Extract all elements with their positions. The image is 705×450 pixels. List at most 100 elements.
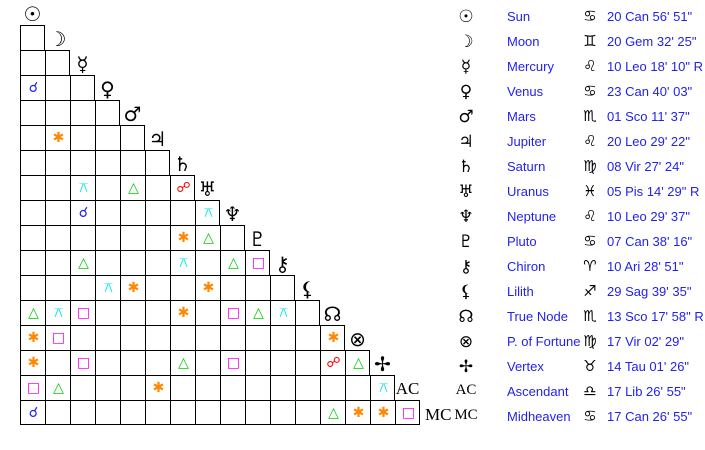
aspect-cell[interactable] [145, 200, 170, 225]
aspect-cell[interactable] [95, 100, 120, 125]
aspect-cell[interactable] [20, 100, 45, 125]
aspect-cell[interactable]: ☌ [70, 200, 95, 225]
aspect-cell[interactable] [45, 275, 70, 300]
aspect-cell[interactable]: △ [320, 400, 345, 425]
aspect-cell[interactable] [170, 275, 195, 300]
aspect-cell[interactable]: ✱ [145, 375, 170, 400]
aspect-cell[interactable] [95, 225, 120, 250]
aspect-cell[interactable] [95, 350, 120, 375]
aspect-cell[interactable] [145, 150, 170, 175]
aspect-cell[interactable] [20, 225, 45, 250]
aspect-cell[interactable] [345, 375, 370, 400]
aspect-cell[interactable] [70, 75, 95, 100]
aspect-cell[interactable] [70, 125, 95, 150]
aspect-cell[interactable]: △ [45, 375, 70, 400]
legend-row-mercury[interactable]: ☿ Mercury ♌ 10 Leo 18' 10" R [450, 55, 705, 80]
aspect-cell[interactable] [195, 350, 220, 375]
legend-row-pluto[interactable]: ♇ Pluto ♋ 07 Can 38' 16" [450, 230, 705, 255]
aspect-cell[interactable] [45, 350, 70, 375]
aspect-cell[interactable] [120, 250, 145, 275]
aspect-cell[interactable]: ⚻ [370, 375, 395, 400]
aspect-cell[interactable] [120, 375, 145, 400]
aspect-cell[interactable]: □ [70, 350, 95, 375]
aspect-cell[interactable] [20, 200, 45, 225]
aspect-cell[interactable] [95, 300, 120, 325]
aspect-cell[interactable]: ✱ [20, 350, 45, 375]
aspect-cell[interactable] [245, 375, 270, 400]
aspect-cell[interactable] [145, 350, 170, 375]
legend-row-chiron[interactable]: ⚷ Chiron ♈ 10 Ari 28' 51" [450, 255, 705, 280]
aspect-cell[interactable] [295, 325, 320, 350]
aspect-cell[interactable]: △ [70, 250, 95, 275]
aspect-cell[interactable] [45, 250, 70, 275]
aspect-cell[interactable] [120, 325, 145, 350]
aspect-cell[interactable]: □ [70, 300, 95, 325]
legend-row-lilith[interactable]: ⚸ Lilith ♐ 29 Sag 39' 35" [450, 280, 705, 305]
aspect-cell[interactable]: □ [395, 400, 420, 425]
aspect-cell[interactable]: ✱ [20, 325, 45, 350]
aspect-cell[interactable]: △ [345, 350, 370, 375]
aspect-cell[interactable] [320, 375, 345, 400]
aspect-cell[interactable] [170, 325, 195, 350]
aspect-cell[interactable]: ✱ [345, 400, 370, 425]
aspect-cell[interactable] [270, 400, 295, 425]
aspect-cell[interactable] [95, 150, 120, 175]
aspect-cell[interactable]: ☍ [320, 350, 345, 375]
aspect-cell[interactable] [295, 300, 320, 325]
aspect-cell[interactable] [145, 275, 170, 300]
legend-row-venus[interactable]: ♀ Venus ♋ 23 Can 40' 03" [450, 80, 705, 105]
aspect-cell[interactable] [45, 200, 70, 225]
aspect-cell[interactable]: □ [220, 300, 245, 325]
legend-row-sun[interactable]: ☉ Sun ♋ 20 Can 56' 51" [450, 5, 705, 30]
aspect-cell[interactable]: △ [245, 300, 270, 325]
aspect-cell[interactable] [195, 300, 220, 325]
aspect-cell[interactable] [20, 125, 45, 150]
aspect-cell[interactable] [95, 375, 120, 400]
legend-row-mars[interactable]: ♂ Mars ♏ 01 Sco 11' 37" [450, 105, 705, 130]
aspect-cell[interactable]: △ [220, 250, 245, 275]
aspect-cell[interactable] [220, 275, 245, 300]
aspect-cell[interactable] [120, 300, 145, 325]
aspect-cell[interactable] [95, 400, 120, 425]
aspect-cell[interactable] [70, 375, 95, 400]
aspect-cell[interactable] [20, 150, 45, 175]
aspect-cell[interactable] [120, 150, 145, 175]
aspect-cell[interactable] [70, 150, 95, 175]
legend-row-saturn[interactable]: ♄ Saturn ♍ 08 Vir 27' 24" [450, 155, 705, 180]
aspect-cell[interactable]: ✱ [45, 125, 70, 150]
aspect-cell[interactable] [120, 125, 145, 150]
legend-row-p-of-fortune[interactable]: ⊗ P. of Fortune ♍ 17 Vir 02' 29" [450, 330, 705, 355]
aspect-cell[interactable] [195, 250, 220, 275]
aspect-cell[interactable]: ⚻ [70, 175, 95, 200]
aspect-cell[interactable] [20, 275, 45, 300]
aspect-cell[interactable] [45, 400, 70, 425]
aspect-cell[interactable] [295, 400, 320, 425]
aspect-cell[interactable] [120, 350, 145, 375]
aspect-cell[interactable] [45, 150, 70, 175]
aspect-cell[interactable] [145, 300, 170, 325]
aspect-cell[interactable]: ☍ [170, 175, 195, 200]
aspect-cell[interactable] [70, 100, 95, 125]
aspect-cell[interactable]: △ [120, 175, 145, 200]
aspect-cell[interactable]: ✱ [170, 300, 195, 325]
legend-row-uranus[interactable]: ♅ Uranus ♓ 05 Pis 14' 29" R [450, 180, 705, 205]
aspect-cell[interactable] [95, 325, 120, 350]
aspect-cell[interactable] [20, 175, 45, 200]
aspect-cell[interactable]: □ [245, 250, 270, 275]
aspect-cell[interactable] [145, 325, 170, 350]
aspect-cell[interactable] [220, 225, 245, 250]
aspect-cell[interactable] [120, 200, 145, 225]
aspect-cell[interactable] [270, 375, 295, 400]
aspect-cell[interactable]: ✱ [170, 225, 195, 250]
aspect-cell[interactable] [95, 175, 120, 200]
aspect-cell[interactable] [195, 325, 220, 350]
aspect-cell[interactable] [120, 225, 145, 250]
aspect-cell[interactable]: ✱ [320, 325, 345, 350]
aspect-cell[interactable] [145, 175, 170, 200]
aspect-cell[interactable] [70, 325, 95, 350]
aspect-cell[interactable]: ⚻ [170, 250, 195, 275]
aspect-cell[interactable] [45, 50, 70, 75]
aspect-cell[interactable] [45, 225, 70, 250]
legend-row-true-node[interactable]: ☊ True Node ♏ 13 Sco 17' 58" R [450, 305, 705, 330]
legend-row-vertex[interactable]: ✢ Vertex ♉ 14 Tau 01' 26" [450, 355, 705, 380]
